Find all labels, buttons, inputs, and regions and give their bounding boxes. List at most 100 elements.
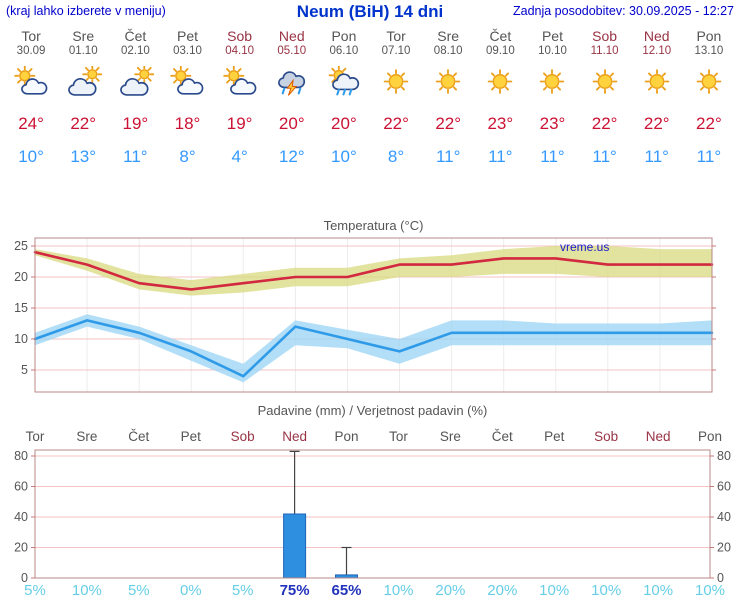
tmax-line	[33, 250, 714, 291]
precip-day-label: Pet	[544, 429, 565, 444]
precip-day-label: Ned	[282, 429, 307, 444]
day-date-label: 10.10	[538, 45, 567, 57]
tmin-value: 11°	[644, 147, 669, 166]
tmax-value: 20°	[278, 114, 305, 133]
day-column: Tor 07.10 22° 8°	[370, 28, 422, 167]
y-axis-label-left: 40	[14, 510, 28, 524]
precip-probability-label: 20%	[487, 582, 517, 599]
day-name-label: Sre	[437, 28, 460, 44]
partly-cloudy-icon	[5, 65, 57, 100]
tmax-value: 19°	[122, 114, 149, 133]
precip-probability-label: 20%	[435, 582, 465, 599]
y-axis-label: 20	[14, 270, 28, 284]
tmin-value: 11°	[540, 147, 565, 166]
sunny-icon	[370, 66, 422, 100]
tmin-line	[33, 319, 714, 378]
precip-day-label: Sre	[440, 429, 461, 444]
precip-chart-title: Padavine (mm) / Verjetnost padavin (%)	[258, 403, 488, 418]
tmax-value: 22°	[696, 114, 722, 133]
tmin-value: 4°	[231, 147, 248, 166]
menu-hint: (kraj lahko izberete v meniju)	[6, 4, 166, 18]
day-date-label: 05.10	[277, 45, 307, 57]
tmin-value: 10°	[18, 147, 44, 166]
precip-probability-label: 10%	[695, 582, 725, 599]
tmin-value: 11°	[696, 147, 722, 166]
tmax-value: 19°	[226, 114, 253, 133]
chart-frame	[34, 449, 711, 579]
tmin-value: 11°	[123, 147, 148, 166]
precip-day-label: Sob	[231, 429, 255, 444]
precip-probability-label: 10%	[72, 582, 102, 599]
tmin-value: 12°	[278, 147, 305, 166]
tmax-value: 23°	[487, 114, 514, 133]
y-axis-label-left: 80	[14, 449, 28, 463]
rain-sun-icon	[318, 65, 370, 100]
day-column: Čet 09.10 23° 11°	[474, 28, 526, 167]
day-date-label: 03.10	[173, 45, 202, 57]
day-name-label: Sre	[72, 28, 95, 44]
day-name-label: Čet	[489, 28, 512, 44]
day-column: Sob 04.10 19° 4°	[214, 28, 266, 167]
tmin-value: 11°	[435, 147, 461, 166]
day-column: Ned 12.10 22° 11°	[631, 28, 683, 167]
sunny-icon	[683, 66, 735, 100]
tmin-uncertainty-band	[35, 314, 712, 383]
temp-chart-title: Temperatura (°C)	[324, 218, 424, 233]
day-column: Pon 06.10 20° 10°	[318, 28, 370, 167]
day-column: Ned 05.10 20° 12°	[266, 28, 318, 167]
precip-probability-label: 10%	[591, 582, 621, 599]
day-date-label: 06.10	[329, 45, 359, 57]
precip-day-label: Ned	[646, 429, 671, 444]
precip-day-label: Pon	[334, 429, 358, 444]
day-name-label: Sob	[227, 28, 253, 44]
precip-day-label: Sob	[594, 429, 618, 444]
mostly-cloudy-icon	[57, 64, 109, 100]
tmin-value: 8°	[387, 147, 405, 166]
day-name-label: Ned	[278, 28, 305, 44]
day-name-label: Pon	[696, 28, 722, 44]
day-date-label: 07.10	[381, 45, 411, 57]
precip-day-label: Pon	[698, 429, 722, 444]
y-axis-label-left: 20	[14, 541, 28, 555]
last-update-label: Zadnja posodobitev: 30.09.2025 - 12:27	[512, 4, 734, 18]
precip-probability-label: 10%	[643, 582, 673, 599]
precip-probability-label: 5%	[128, 582, 150, 599]
watermark-link[interactable]: vreme.us	[560, 240, 609, 254]
tmax-value: 22°	[643, 114, 670, 133]
tmax-value: 23°	[539, 114, 566, 133]
precip-probability-label: 65%	[331, 582, 361, 599]
y-axis-label: 5	[21, 363, 28, 377]
precip-day-label: Čet	[128, 429, 149, 444]
precip-day-label: Tor	[26, 429, 45, 444]
y-axis-label-right: 20	[717, 541, 731, 555]
temperature-chart: Temperatura (°C) 5 10 15 20 25 vreme.us	[14, 218, 716, 393]
tmax-value: 20°	[331, 114, 357, 133]
tmin-value: 10°	[331, 147, 357, 166]
y-axis-label: 25	[14, 239, 28, 253]
day-column: Pet 10.10 23° 11°	[526, 28, 578, 167]
tmin-value: 11°	[592, 147, 617, 166]
sunny-icon	[422, 66, 474, 100]
day-date-label: 11.10	[590, 45, 619, 57]
day-name-label: Čet	[124, 28, 147, 44]
y-axis-label-left: 60	[14, 480, 28, 494]
sunny-icon	[631, 66, 683, 100]
day-date-label: 12.10	[642, 45, 672, 57]
tmax-value: 22°	[435, 114, 462, 133]
mostly-cloudy-icon	[109, 64, 161, 100]
y-axis-label-right: 0	[717, 571, 724, 585]
day-column: Tor 30.09 24° 10°	[5, 28, 57, 167]
sunny-icon	[579, 66, 631, 100]
y-axis-label-left: 0	[21, 571, 28, 585]
precip-day-label: Sre	[76, 429, 97, 444]
precip-day-label: Pet	[181, 429, 202, 444]
day-name-label: Sob	[592, 28, 618, 44]
precip-probability-label: 10%	[383, 582, 413, 599]
forecast-days-strip: Tor 30.09 24° 10° Sre 01.10 22° 13° Čet 02.10 19° 1…	[5, 28, 735, 167]
y-axis-label-right: 40	[717, 510, 731, 524]
precip-day-label: Tor	[389, 429, 408, 444]
thunderstorm-icon	[266, 66, 318, 100]
day-date-label: 13.10	[694, 45, 724, 57]
day-name-label: Pon	[331, 28, 357, 44]
